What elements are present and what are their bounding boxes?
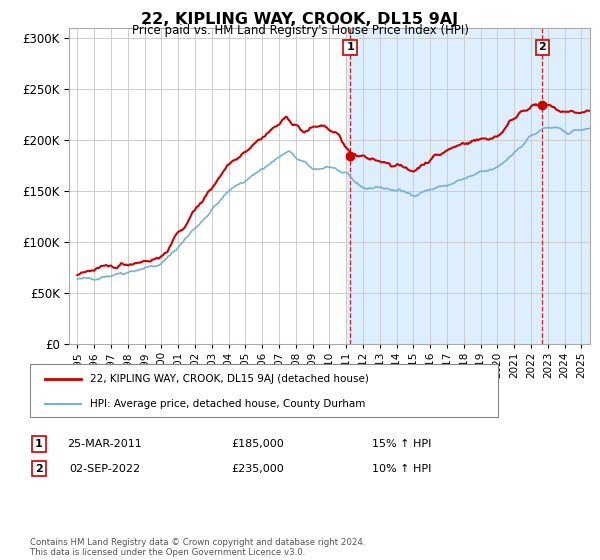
Text: 2: 2 [538,43,546,53]
Text: 22, KIPLING WAY, CROOK, DL15 9AJ: 22, KIPLING WAY, CROOK, DL15 9AJ [142,12,458,27]
Text: 15% ↑ HPI: 15% ↑ HPI [373,439,431,449]
Bar [346,28,590,344]
Text: Contains HM Land Registry data © Crown copyright and database right 2024.
This d: Contains HM Land Registry data © Crown c… [30,538,365,557]
Text: HPI: Average price, detached house, County Durham: HPI: Average price, detached house, Coun… [90,399,365,409]
Text: £235,000: £235,000 [232,464,284,474]
Text: £185,000: £185,000 [232,439,284,449]
Text: 1: 1 [346,43,354,53]
Text: Price paid vs. HM Land Registry's House Price Index (HPI): Price paid vs. HM Land Registry's House … [131,24,469,36]
Text: 22, KIPLING WAY, CROOK, DL15 9AJ (detached house): 22, KIPLING WAY, CROOK, DL15 9AJ (detach… [90,374,369,384]
Text: 02-SEP-2022: 02-SEP-2022 [70,464,140,474]
Text: 1: 1 [35,439,43,449]
Text: 10% ↑ HPI: 10% ↑ HPI [373,464,431,474]
Text: 2: 2 [35,464,43,474]
Text: 25-MAR-2011: 25-MAR-2011 [68,439,142,449]
